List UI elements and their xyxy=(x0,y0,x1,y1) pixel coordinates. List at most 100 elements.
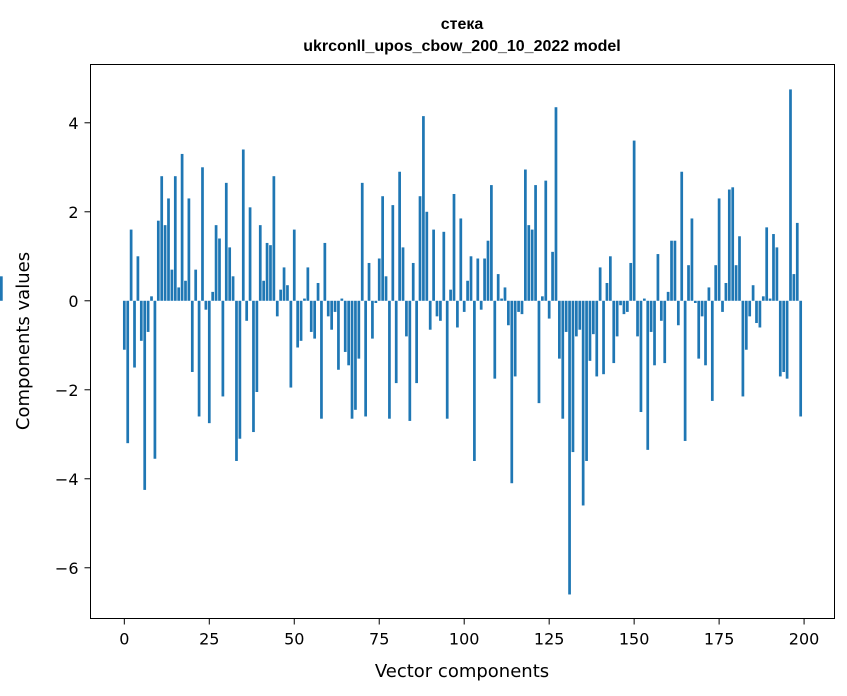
bar xyxy=(381,196,384,301)
bar xyxy=(462,300,466,312)
bar xyxy=(265,242,269,301)
bar xyxy=(394,300,398,384)
bar xyxy=(778,300,782,377)
bar xyxy=(207,300,211,424)
bar xyxy=(275,300,279,317)
bar xyxy=(785,300,789,379)
bar xyxy=(449,289,452,301)
y-tick-label: 4 xyxy=(68,114,78,133)
bar xyxy=(296,300,300,348)
bar xyxy=(167,198,170,301)
bar xyxy=(476,258,480,301)
bar xyxy=(490,185,493,301)
bar xyxy=(143,300,147,490)
bar xyxy=(201,167,204,301)
bar xyxy=(483,258,486,301)
bar xyxy=(177,287,181,301)
x-tick-label: 175 xyxy=(704,630,735,649)
x-tick-label: 50 xyxy=(284,630,304,649)
bar xyxy=(160,176,164,301)
bar xyxy=(408,300,412,421)
bar xyxy=(422,116,425,301)
bar xyxy=(354,300,357,410)
bar xyxy=(388,300,391,419)
bar xyxy=(551,251,554,301)
bar xyxy=(649,300,653,332)
bar xyxy=(673,240,677,301)
bar xyxy=(190,300,194,372)
bar xyxy=(527,225,531,301)
y-tick-label: −4 xyxy=(55,470,79,489)
bar xyxy=(224,182,228,301)
bar xyxy=(632,140,636,301)
bar xyxy=(374,300,378,303)
bar xyxy=(602,300,605,375)
bar xyxy=(299,300,303,341)
bar xyxy=(564,300,568,332)
bar xyxy=(139,300,143,341)
bar xyxy=(707,287,711,301)
x-tick-label: 125 xyxy=(534,630,565,649)
bar xyxy=(690,218,694,301)
bar xyxy=(507,300,510,326)
bar xyxy=(357,300,361,359)
bar xyxy=(0,276,3,301)
bar xyxy=(347,300,350,366)
bar xyxy=(245,300,249,321)
bar xyxy=(659,300,663,321)
bar xyxy=(459,218,463,301)
bar xyxy=(697,300,701,359)
bar xyxy=(768,298,772,301)
bar xyxy=(231,276,235,301)
bar xyxy=(734,265,738,301)
chart-title: стека xyxy=(441,16,484,33)
bar xyxy=(581,300,585,506)
bar xyxy=(656,254,660,301)
x-axis-ticks: 0 25 50 75 100 125 150 175 200 xyxy=(119,618,820,649)
bar xyxy=(391,205,395,301)
bar xyxy=(666,291,670,301)
bar xyxy=(211,291,215,301)
bar xyxy=(588,300,592,361)
bar xyxy=(636,300,639,337)
bar xyxy=(194,269,198,301)
bar xyxy=(738,236,741,301)
bar xyxy=(425,211,429,301)
bar xyxy=(537,300,541,404)
bar xyxy=(748,300,752,317)
bar xyxy=(717,198,721,301)
bar xyxy=(241,149,245,301)
bar xyxy=(323,242,327,301)
bar xyxy=(663,300,667,364)
bar xyxy=(700,300,704,317)
bar xyxy=(541,296,544,301)
bar xyxy=(340,298,344,301)
y-tick-label: −2 xyxy=(55,381,79,400)
bar xyxy=(292,229,296,301)
plot-frame xyxy=(90,64,835,619)
bar xyxy=(364,300,367,417)
bar xyxy=(473,300,476,461)
bar xyxy=(687,265,690,301)
bar xyxy=(269,245,272,301)
bar xyxy=(435,300,439,317)
bar xyxy=(401,247,405,301)
bar xyxy=(513,300,517,377)
bar xyxy=(510,300,514,484)
bar xyxy=(384,276,388,301)
bar xyxy=(439,300,442,321)
bar xyxy=(558,300,561,359)
bar xyxy=(377,258,381,301)
bar xyxy=(428,300,432,330)
bar xyxy=(150,296,153,301)
x-tick-label: 200 xyxy=(789,630,820,649)
bar xyxy=(173,176,177,301)
y-axis-ticks: −6 −4 −2 0 2 4 xyxy=(55,114,91,578)
bar xyxy=(398,171,401,301)
bar xyxy=(782,300,786,372)
bar xyxy=(755,300,758,324)
bar xyxy=(282,267,286,301)
bar xyxy=(605,282,609,301)
x-tick-label: 100 xyxy=(449,630,480,649)
bar xyxy=(795,222,799,301)
